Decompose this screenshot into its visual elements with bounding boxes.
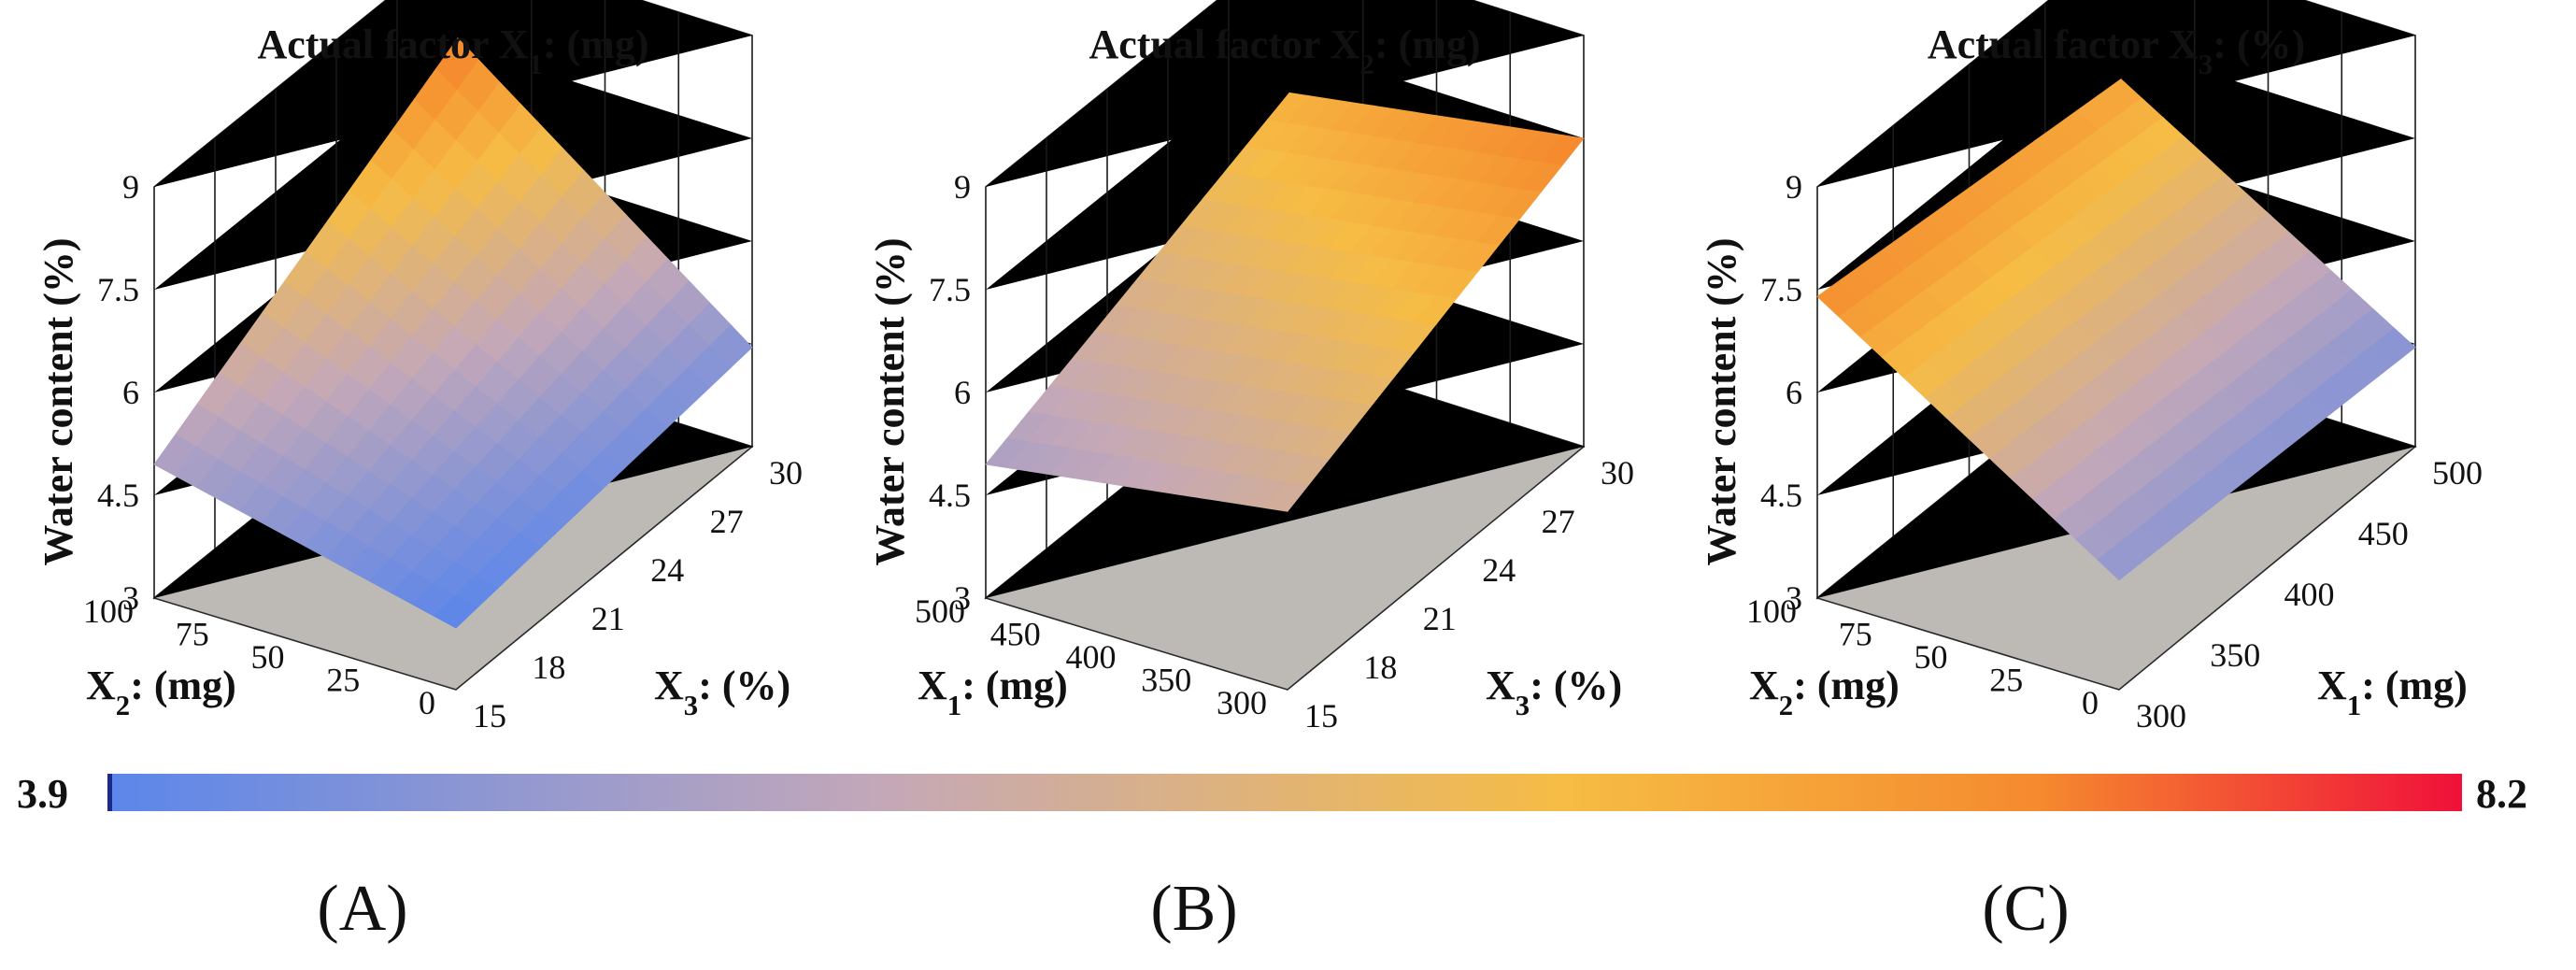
response-surface	[153, 37, 753, 629]
z-tick-label: 9	[122, 168, 139, 206]
z-tick-label: 4.5	[97, 477, 139, 514]
z-axis: 3 4.5 6 7.5 9 Water content (%)	[36, 168, 139, 617]
left-axis-tick-label: 100	[1746, 592, 1797, 630]
right-axis-tick-label: 350	[2210, 636, 2260, 674]
right-axis-tick-label: 27	[1542, 503, 1575, 540]
chart-title: Actual factor X3: (%)	[1928, 21, 2305, 80]
right-axis-tick-label: 450	[2358, 515, 2409, 552]
z-tick-label: 6	[122, 374, 139, 411]
colorbar-max-label: 8.2	[2476, 771, 2527, 817]
left-axis-tick-label: 450	[990, 616, 1041, 653]
left-axis-tick-label: 0	[2082, 684, 2099, 721]
right-axis-tick-label: 24	[650, 551, 684, 589]
left-axis-tick-label: 300	[1217, 684, 1267, 721]
right-axis-tick-label: 400	[2284, 576, 2335, 613]
right-axis-tick-label: 30	[769, 454, 803, 492]
z-tick-label: 6	[954, 374, 971, 411]
chart-title: Actual factor X2: (mg)	[1089, 21, 1480, 80]
panel-label: (C)	[1982, 873, 2069, 945]
z-tick-label: 3	[954, 579, 971, 617]
left-axis-tick-label: 500	[915, 592, 965, 630]
z-axis: 3 4.5 6 7.5 9 Water content (%)	[867, 168, 971, 617]
left-axis-tick-label: 25	[1989, 662, 2023, 699]
right-axis-tick-label: 300	[2136, 697, 2186, 735]
response-surface	[985, 92, 1585, 512]
z-axis-label: Water content (%)	[867, 237, 913, 565]
right-axis: 15 18 21 24 27 30 X3: (%)	[473, 454, 803, 735]
z-tick-label: 6	[1786, 374, 1802, 411]
right-axis-label: X1: (mg)	[2317, 663, 2468, 721]
z-tick-label: 3	[1786, 579, 1802, 617]
right-axis-tick-label: 27	[710, 503, 744, 540]
right-axis-tick-label: 24	[1482, 551, 1516, 589]
surface-cell	[1541, 135, 1585, 165]
left-axis-tick-label: 350	[1141, 662, 1191, 699]
colorbar-gradient	[107, 774, 2462, 811]
right-axis-tick-label: 30	[1601, 454, 1634, 492]
z-tick-label: 7.5	[97, 271, 139, 308]
z-gridline	[986, 0, 1584, 187]
right-axis-label: X3: (%)	[654, 663, 790, 721]
left-axis-tick-label: 100	[83, 592, 134, 630]
right-axis-tick-label: 15	[473, 697, 506, 735]
z-axis-label: Water content (%)	[36, 237, 81, 565]
left-axis: 0 25 50 75 100 X2: (mg)	[83, 592, 435, 721]
left-axis: 0 25 50 75 100 X2: (mg)	[1746, 592, 2099, 721]
surface-cell	[2372, 327, 2416, 365]
left-axis-tick-label: 25	[326, 662, 360, 699]
left-axis-label: X2: (mg)	[86, 663, 236, 721]
left-axis-tick-label: 75	[1839, 616, 1872, 653]
right-axis-tick-label: 18	[1363, 649, 1397, 686]
left-axis-tick-label: 0	[419, 684, 435, 721]
left-axis-tick-label: 50	[251, 638, 285, 676]
z-tick-label: 4.5	[929, 477, 971, 514]
z-axis: 3 4.5 6 7.5 9 Water content (%)	[1699, 168, 1802, 617]
left-axis-label: X1: (mg)	[918, 663, 1068, 721]
right-axis-tick-label: 21	[591, 600, 625, 637]
panel-a: 3 4.5 6 7.5 9 Water content (%) 0 25 50 75 100 X2: …	[36, 0, 803, 945]
right-axis-tick-label: 21	[1423, 600, 1457, 637]
left-axis-label: X2: (mg)	[1749, 663, 1900, 721]
right-axis: 15 18 21 24 27 30 X3: (%)	[1304, 454, 1634, 735]
left-axis-tick-label: 50	[1914, 638, 1948, 676]
z-tick-label: 7.5	[929, 271, 971, 308]
left-axis: 300 350 400 450 500 X1: (mg)	[915, 592, 1267, 721]
panel-b: 3 4.5 6 7.5 9 Water content (%) 300 350 400 450 50…	[867, 0, 1634, 945]
colorbar-min-marker	[107, 774, 112, 811]
z-tick-label: 7.5	[1760, 271, 1802, 308]
panel-c: 3 4.5 6 7.5 9 Water content (%) 0 25 50 75 100 X2: …	[1699, 0, 2483, 945]
z-tick-label: 9	[1786, 168, 1802, 206]
chart-title: Actual factor X1: (mg)	[257, 21, 648, 80]
colorbar-min-label: 3.9	[17, 771, 68, 817]
right-axis: 300 350 400 450 500 X1: (mg)	[2136, 454, 2483, 735]
z-axis-label: Water content (%)	[1699, 237, 1744, 565]
right-axis-tick-label: 18	[532, 649, 565, 686]
z-tick-label: 3	[122, 579, 139, 617]
z-tick-label: 4.5	[1760, 477, 1802, 514]
right-axis-tick-label: 500	[2432, 454, 2483, 492]
response-surface	[1816, 78, 2416, 581]
right-axis-label: X3: (%)	[1486, 663, 1622, 721]
panel-label: (B)	[1150, 873, 1237, 945]
left-axis-tick-label: 75	[176, 616, 209, 653]
colorbar: 3.9 8.2	[17, 771, 2527, 817]
panel-label: (A)	[317, 873, 407, 945]
z-tick-label: 9	[954, 168, 971, 206]
left-axis-tick-label: 400	[1066, 638, 1117, 676]
surface-cell	[709, 324, 753, 368]
right-axis-tick-label: 15	[1304, 697, 1338, 735]
